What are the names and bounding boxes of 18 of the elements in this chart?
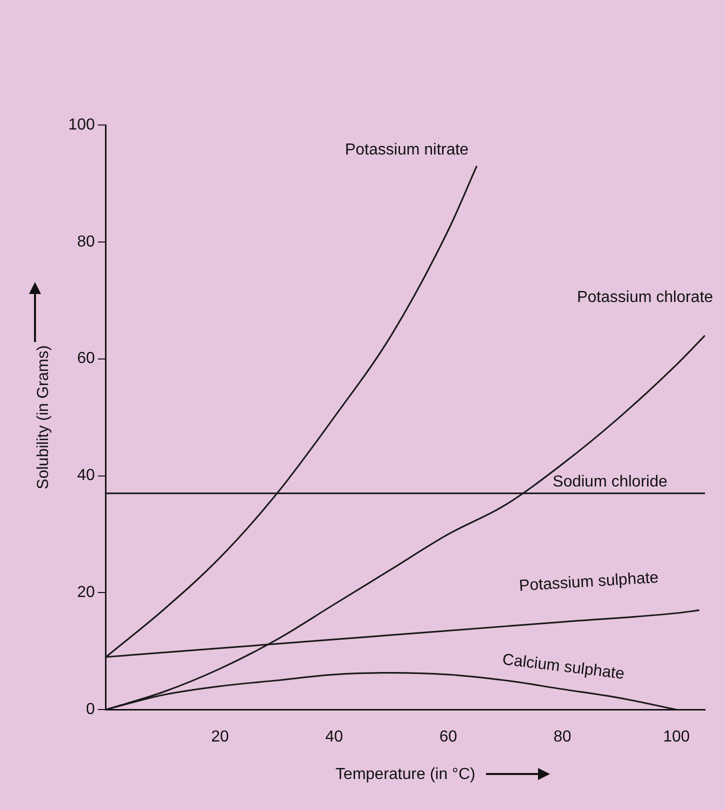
y-tick-label: 40 xyxy=(77,467,95,484)
x-tick-label: 60 xyxy=(439,728,458,746)
series-label: Potassium sulphate xyxy=(518,569,660,595)
x-axis-title: Temperature (in °C) xyxy=(336,766,476,783)
y-tick-label: 80 xyxy=(77,233,95,250)
x-tick-label: 80 xyxy=(553,728,572,746)
series-label: Sodium chloride xyxy=(552,474,668,491)
series-label: Potassium nitrate xyxy=(344,141,469,158)
y-tick-label: 100 xyxy=(68,116,95,134)
x-tick-label: 40 xyxy=(325,728,344,746)
text: Calcium sulphate xyxy=(501,651,626,683)
y-axis-title: Solubility (in Grams) xyxy=(35,345,52,490)
y-tick-label: 20 xyxy=(77,584,95,602)
x-tick-label: 100 xyxy=(663,728,690,746)
x-tick-label: 20 xyxy=(211,728,230,746)
y-tick-label: 60 xyxy=(77,350,95,368)
y-tick-label: 0 xyxy=(86,701,95,718)
series-label: Potassium chlorate xyxy=(576,288,714,306)
